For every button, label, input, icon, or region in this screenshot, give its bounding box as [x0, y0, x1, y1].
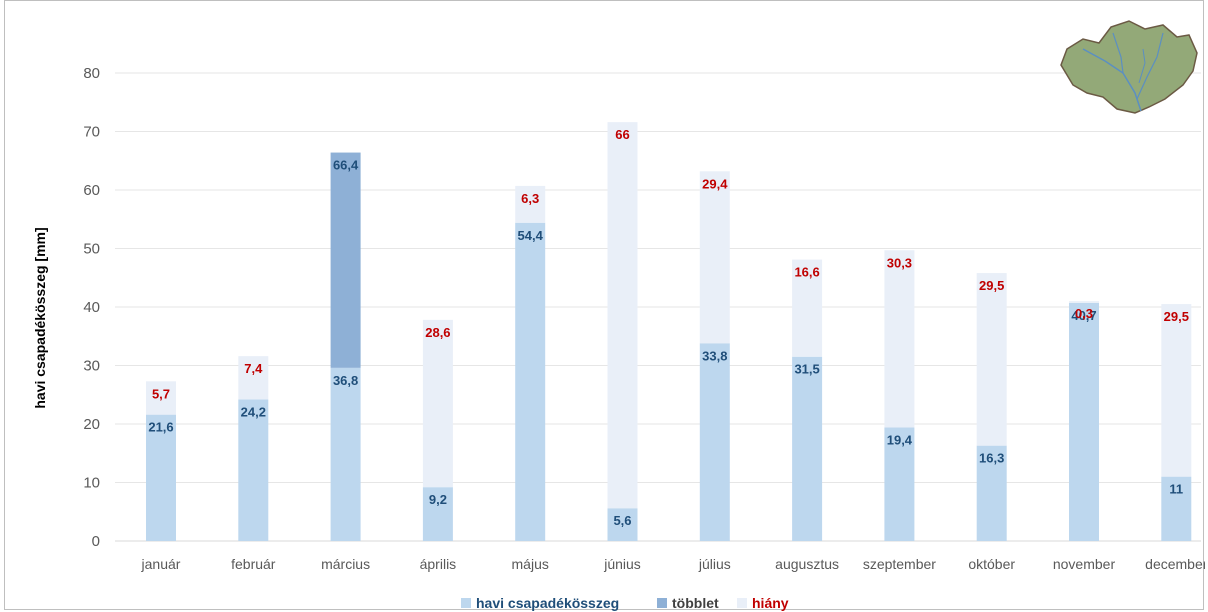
- gridlines: [115, 72, 1201, 542]
- x-category-label: március: [321, 556, 370, 572]
- data-label-total: 9,2: [429, 492, 447, 507]
- bar-segment: [792, 259, 823, 357]
- bar-segment: [146, 381, 176, 415]
- bar-segment: [884, 250, 915, 428]
- x-category-label: november: [1053, 556, 1116, 572]
- bar-segment: [699, 343, 730, 541]
- y-tick-label: 50: [83, 241, 100, 258]
- bar-segment: [330, 152, 361, 368]
- data-label-total: 31,5: [794, 362, 819, 377]
- y-tick-label: 70: [83, 124, 100, 141]
- legend-swatch: [461, 598, 471, 608]
- data-label-top: 16,6: [794, 265, 819, 280]
- y-tick-label: 40: [83, 299, 100, 316]
- y-axis-ticks: 0 10 20 30 40 50 60 70 80: [83, 65, 100, 550]
- bar-segment: [1161, 304, 1192, 477]
- x-category-label: február: [231, 556, 276, 572]
- data-label-total: 40,7: [1071, 308, 1096, 323]
- x-category-label: augusztus: [775, 556, 839, 572]
- data-label-top: 30,3: [887, 255, 912, 270]
- legend-label: többlet: [672, 595, 719, 611]
- y-tick-label: 20: [83, 416, 100, 433]
- legend-swatch: [737, 598, 747, 608]
- x-category-label: május: [512, 556, 549, 572]
- x-axis-categories: január február március április május június jú…: [141, 556, 1205, 572]
- data-labels: 21,6 5,7 24,2 7,4 36,8 66,4 9,2 28,6 54,4 6,3 5,6 6…: [148, 127, 1189, 528]
- data-label-total: 54,4: [518, 228, 544, 243]
- x-category-label: január: [141, 556, 181, 572]
- bar-segment: [146, 414, 176, 541]
- data-label-top: 0,3: [1075, 306, 1093, 321]
- y-tick-label: 30: [83, 358, 100, 375]
- bar-segment: [1161, 476, 1192, 541]
- bar-segment: [699, 171, 730, 344]
- x-category-label: szeptember: [863, 556, 936, 572]
- chart-canvas: 0 10 20 30 40 50 60 70 80 január február március áp…: [32, 20, 1205, 611]
- y-axis-label: havi csapadékösszeg [mm]: [32, 227, 48, 408]
- x-category-label: április: [420, 556, 457, 572]
- data-label-top: 66: [615, 127, 629, 142]
- data-label-top: 28,6: [425, 325, 450, 340]
- data-label-total: 19,4: [887, 433, 913, 448]
- bar-segment: [976, 273, 1007, 446]
- bar-segment: [607, 508, 638, 541]
- bar-segment: [238, 399, 269, 541]
- catchment-map-icon: [1060, 20, 1198, 114]
- bar-segment: [792, 356, 823, 541]
- bar-segment: [515, 222, 546, 541]
- bar-segment: [422, 487, 453, 541]
- data-label-total: 21,6: [148, 420, 173, 435]
- legend: havi csapadékösszeg többlet hiány: [461, 595, 789, 611]
- legend-label: hiány: [752, 595, 789, 611]
- data-label-top: 66,4: [333, 158, 359, 173]
- bar-segment: [422, 319, 453, 488]
- bar-segment: [1069, 302, 1099, 541]
- data-label-total: 5,6: [613, 513, 631, 528]
- data-label-top: 29,5: [1164, 309, 1189, 324]
- data-label-top: 29,4: [702, 176, 728, 191]
- x-category-label: december: [1145, 556, 1205, 572]
- y-tick-label: 0: [92, 533, 100, 550]
- data-label-total: 11: [1169, 482, 1183, 497]
- data-label-top: 29,5: [979, 278, 1004, 293]
- bar-segment: [976, 445, 1007, 541]
- y-tick-label: 80: [83, 65, 100, 82]
- bar-segment: [607, 122, 638, 509]
- data-label-top: 6,3: [521, 191, 539, 206]
- bar-segment: [1069, 301, 1099, 303]
- legend-swatch: [657, 598, 667, 608]
- chart-frame: 0 10 20 30 40 50 60 70 80 január február március áp…: [4, 0, 1205, 611]
- bar-segment: [330, 367, 361, 541]
- bar-segment: [515, 185, 546, 223]
- data-label-top: 5,7: [152, 386, 170, 401]
- data-label-total: 16,3: [979, 451, 1004, 466]
- x-category-label: június: [603, 556, 641, 572]
- legend-label: havi csapadékösszeg: [476, 595, 619, 611]
- x-category-label: július: [698, 556, 731, 572]
- data-label-top: 7,4: [244, 361, 263, 376]
- bars: [146, 122, 1192, 541]
- data-label-total: 33,8: [702, 348, 727, 363]
- data-label-total: 24,2: [241, 404, 266, 419]
- y-tick-label: 60: [83, 182, 100, 199]
- x-category-label: október: [968, 556, 1015, 572]
- y-tick-label: 10: [83, 475, 100, 492]
- bar-segment: [884, 427, 915, 541]
- data-label-total: 36,8: [333, 373, 358, 388]
- bar-segment: [238, 356, 269, 400]
